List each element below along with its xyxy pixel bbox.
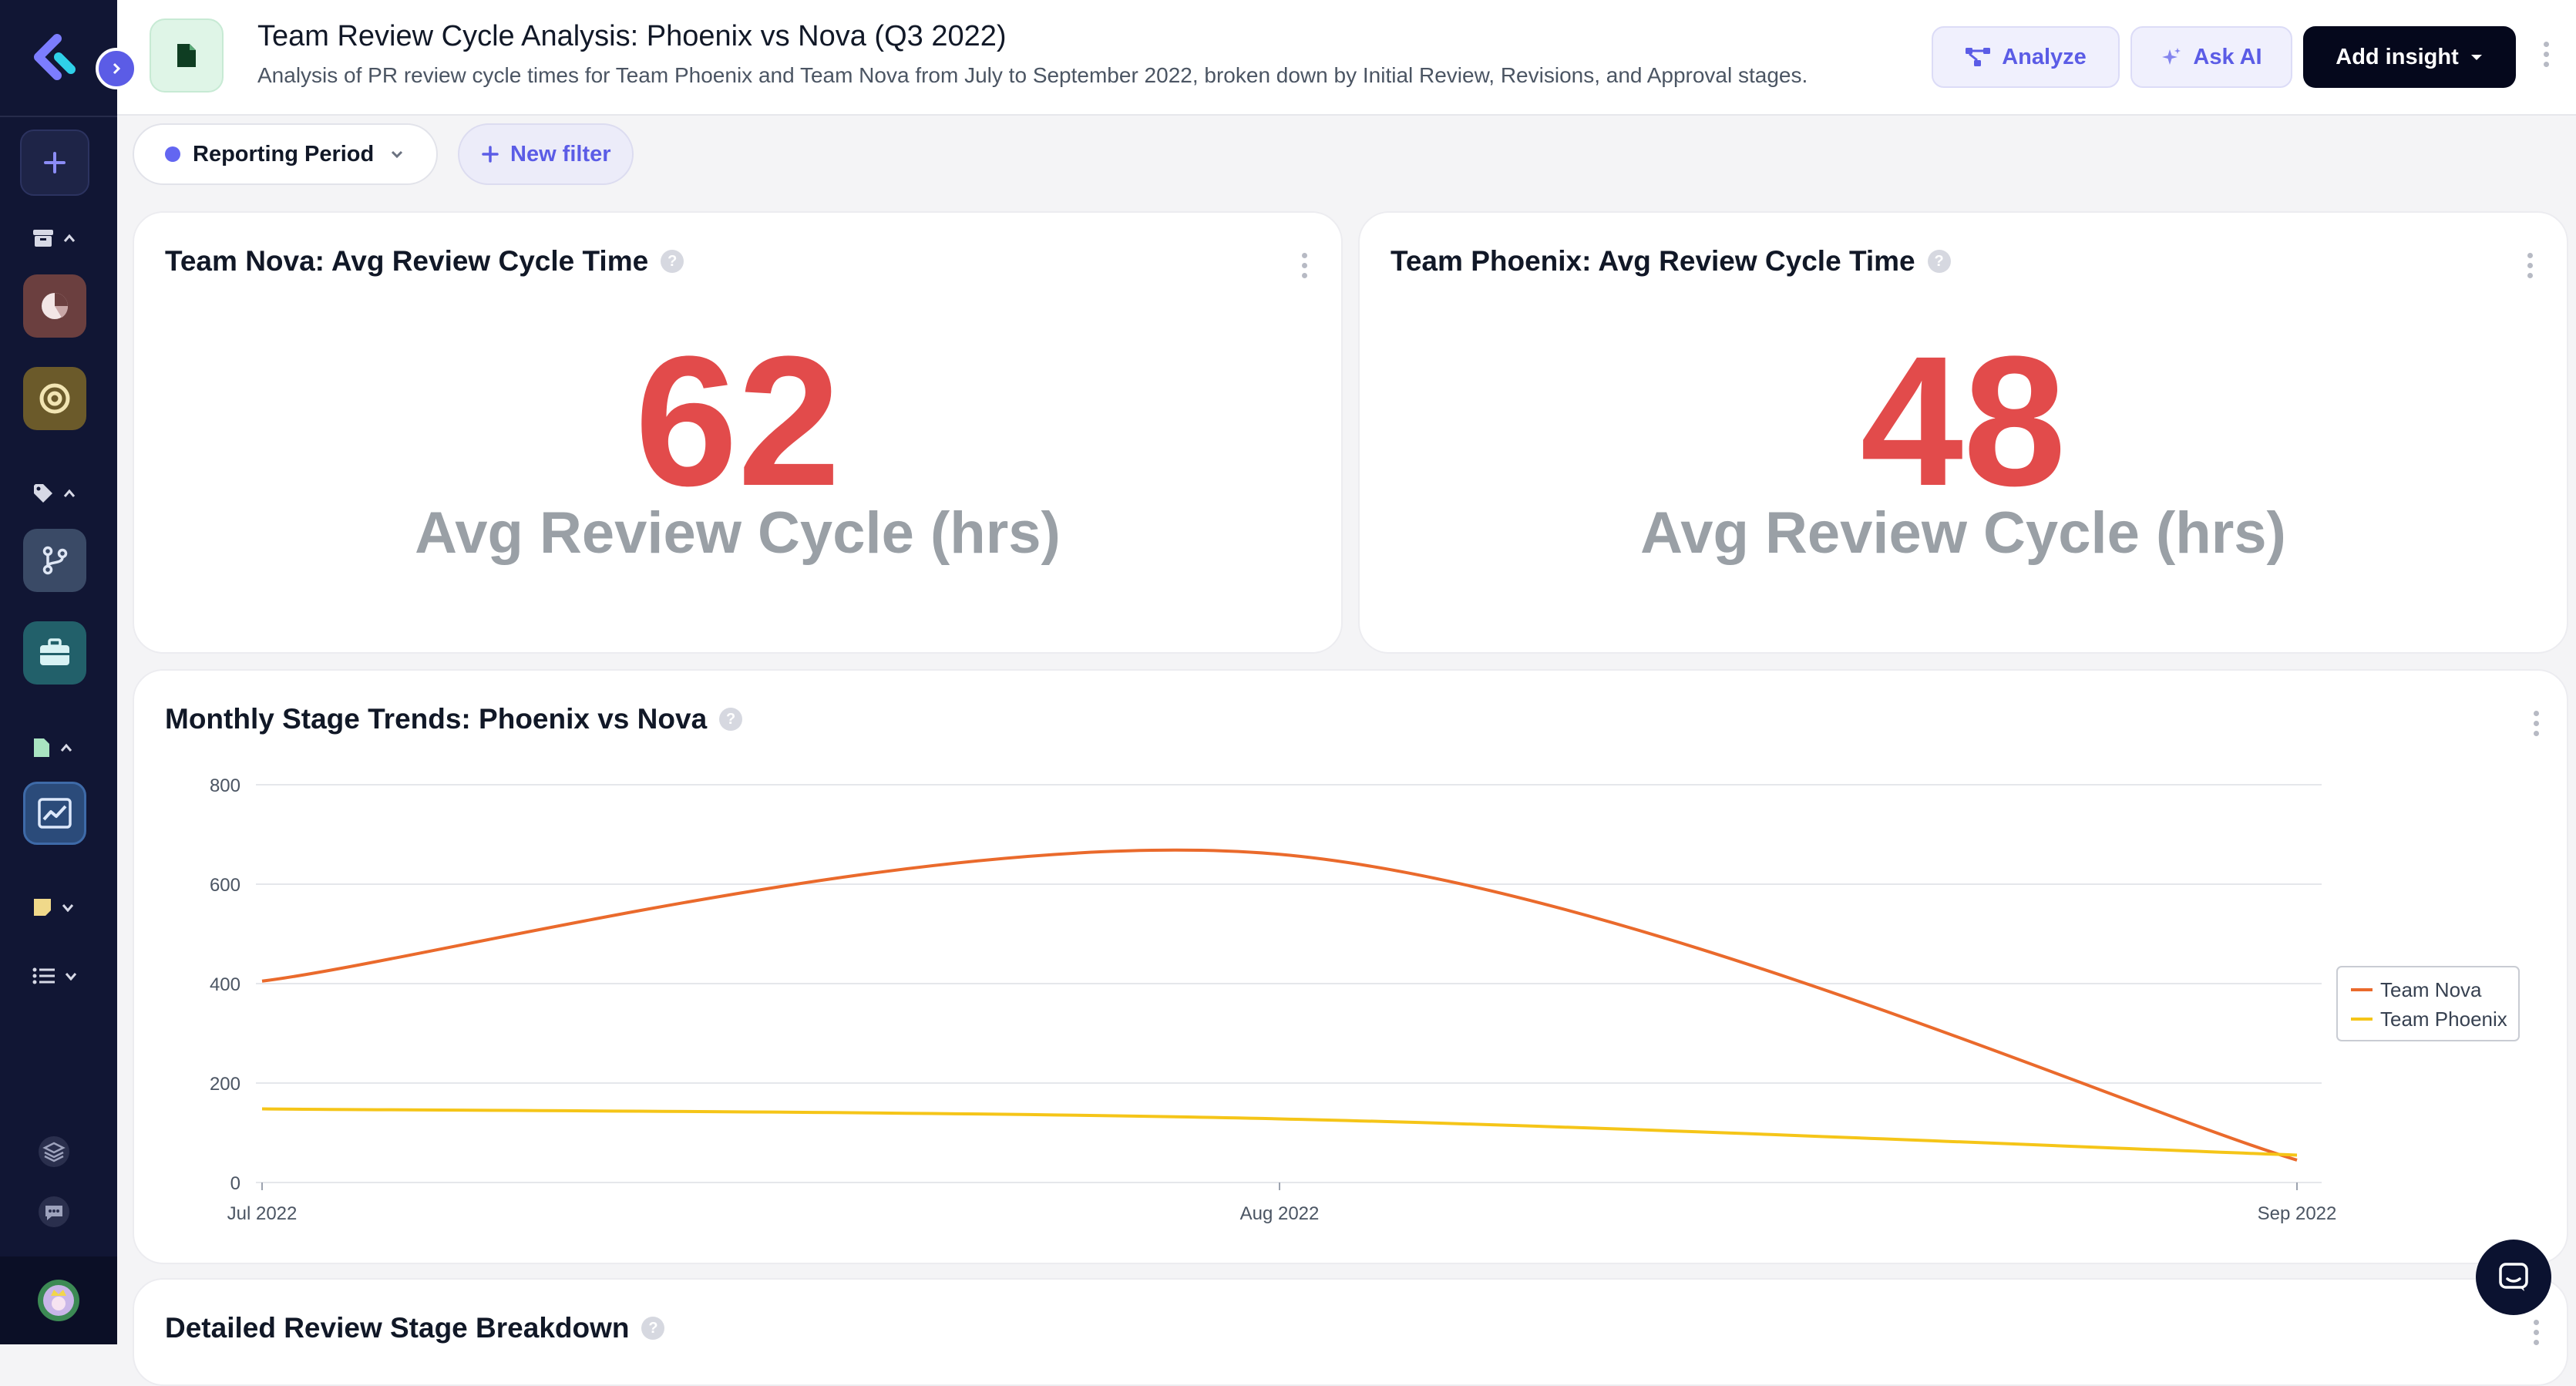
ask-ai-label: Ask AI xyxy=(2193,45,2262,70)
sidebar-item-goals[interactable] xyxy=(23,367,86,430)
kpi-phoenix-label: Avg Review Cycle (hrs) xyxy=(1360,500,2567,567)
y-tick-label: 800 xyxy=(210,775,240,796)
kpi-card-phoenix: Team Phoenix: Avg Review Cycle Time ? 48… xyxy=(1358,211,2568,654)
layers-icon[interactable] xyxy=(34,1132,74,1172)
analyze-label: Analyze xyxy=(2002,45,2087,70)
chevron-up-icon xyxy=(60,743,72,752)
chevron-right-icon xyxy=(109,62,123,76)
sidebar-item-analytics-active[interactable] xyxy=(23,782,86,845)
chat-bubble-icon[interactable] xyxy=(34,1192,74,1232)
git-branch-icon xyxy=(39,544,71,577)
target-icon xyxy=(39,382,71,415)
series-line-team-nova xyxy=(262,850,2297,1160)
help-icon[interactable]: ? xyxy=(641,1317,664,1340)
page-title: Team Review Cycle Analysis: Phoenix vs N… xyxy=(257,20,1007,53)
analyze-button[interactable]: Analyze xyxy=(1932,26,2120,88)
sidebar-section-lists-toggle[interactable] xyxy=(32,967,77,985)
support-chat-button[interactable] xyxy=(2476,1240,2551,1315)
card-title: Team Nova: Avg Review Cycle Time ? xyxy=(165,245,684,278)
kpi-phoenix-title: Team Phoenix: Avg Review Cycle Time xyxy=(1391,245,1915,278)
reporting-period-label: Reporting Period xyxy=(193,142,374,167)
document-icon xyxy=(32,737,51,759)
line-chart: 0 200 400 600 800 Jul 2022 Aug 2022 Sep 2022 Tea… xyxy=(134,671,2570,1266)
user-avatar[interactable] xyxy=(0,1256,117,1344)
sidebar-divider xyxy=(0,116,117,117)
chat-icon xyxy=(2497,1260,2531,1294)
card-title: Team Phoenix: Avg Review Cycle Time ? xyxy=(1391,245,1951,278)
sticky-note-icon xyxy=(32,897,52,917)
create-new-button[interactable] xyxy=(20,130,89,196)
y-tick-label: 200 xyxy=(210,1074,240,1095)
briefcase-icon xyxy=(38,637,72,668)
chevron-down-icon xyxy=(65,971,77,981)
help-icon[interactable]: ? xyxy=(1928,250,1951,273)
app-logo[interactable] xyxy=(28,34,82,80)
legend-label: Team Phoenix xyxy=(2380,1008,2507,1031)
sidebar-section-tags-toggle[interactable] xyxy=(32,483,76,504)
card-more-menu[interactable] xyxy=(1302,253,1307,278)
chevron-down-icon xyxy=(62,903,74,912)
sidebar-item-projects[interactable] xyxy=(23,621,86,685)
legend-label: Team Nova xyxy=(2380,978,2482,1001)
help-icon[interactable]: ? xyxy=(661,250,684,273)
chevron-down-icon xyxy=(389,149,405,160)
tag-icon xyxy=(32,483,54,504)
sidebar-item-reports[interactable] xyxy=(23,274,86,338)
archive-icon xyxy=(32,228,54,248)
sparkle-icon xyxy=(2161,46,2182,68)
list-icon xyxy=(32,967,55,985)
x-tick-label: Jul 2022 xyxy=(227,1203,298,1224)
page-header: Team Review Cycle Analysis: Phoenix vs N… xyxy=(117,0,2576,116)
card-more-menu[interactable] xyxy=(2527,253,2533,278)
series-line-team-phoenix xyxy=(262,1109,2297,1156)
caret-down-icon xyxy=(2470,52,2484,62)
sidebar xyxy=(0,0,117,1344)
x-tick-label: Sep 2022 xyxy=(2258,1203,2337,1224)
y-tick-label: 0 xyxy=(230,1173,240,1194)
sidebar-expand-button[interactable] xyxy=(96,48,137,89)
ask-ai-button[interactable]: Ask AI xyxy=(2130,26,2292,88)
sidebar-section-dashboards-toggle[interactable] xyxy=(32,228,76,248)
sidebar-section-documents-toggle[interactable] xyxy=(32,737,72,759)
breakdown-title: Detailed Review Stage Breakdown xyxy=(165,1312,629,1344)
breakdown-card: Detailed Review Stage Breakdown ? xyxy=(133,1278,2568,1386)
x-tick-label: Aug 2022 xyxy=(1240,1203,1320,1224)
new-filter-label: New filter xyxy=(510,142,611,167)
header-more-menu[interactable] xyxy=(2544,42,2549,67)
kpi-card-nova: Team Nova: Avg Review Cycle Time ? 62 Av… xyxy=(133,211,1343,654)
card-title: Detailed Review Stage Breakdown ? xyxy=(165,1312,664,1344)
new-filter-button[interactable]: New filter xyxy=(458,123,634,185)
chevron-up-icon xyxy=(63,489,76,498)
reporting-period-filter[interactable]: Reporting Period xyxy=(133,123,438,185)
line-chart-icon xyxy=(38,798,72,829)
document-icon xyxy=(150,19,224,93)
flow-icon xyxy=(1965,46,1991,68)
add-insight-label: Add insight xyxy=(2336,45,2458,70)
sidebar-item-git[interactable] xyxy=(23,529,86,592)
page-description: Analysis of PR review cycle times for Te… xyxy=(257,63,1808,88)
status-dot-icon xyxy=(165,146,180,162)
card-more-menu[interactable] xyxy=(2534,1320,2539,1345)
sidebar-section-notes-toggle[interactable] xyxy=(32,897,74,917)
kpi-nova-label: Avg Review Cycle (hrs) xyxy=(134,500,1341,567)
kpi-nova-title: Team Nova: Avg Review Cycle Time xyxy=(165,245,648,278)
add-insight-button[interactable]: Add insight xyxy=(2303,26,2516,88)
trend-chart-card: Monthly Stage Trends: Phoenix vs Nova ? … xyxy=(133,669,2568,1264)
y-tick-label: 400 xyxy=(210,974,240,995)
kpi-phoenix-value: 48 xyxy=(1360,328,2567,513)
chevron-up-icon xyxy=(63,234,76,243)
y-tick-label: 600 xyxy=(210,875,240,896)
plus-icon xyxy=(481,145,499,163)
kpi-nova-value: 62 xyxy=(134,328,1341,513)
pie-chart-icon xyxy=(39,290,71,322)
